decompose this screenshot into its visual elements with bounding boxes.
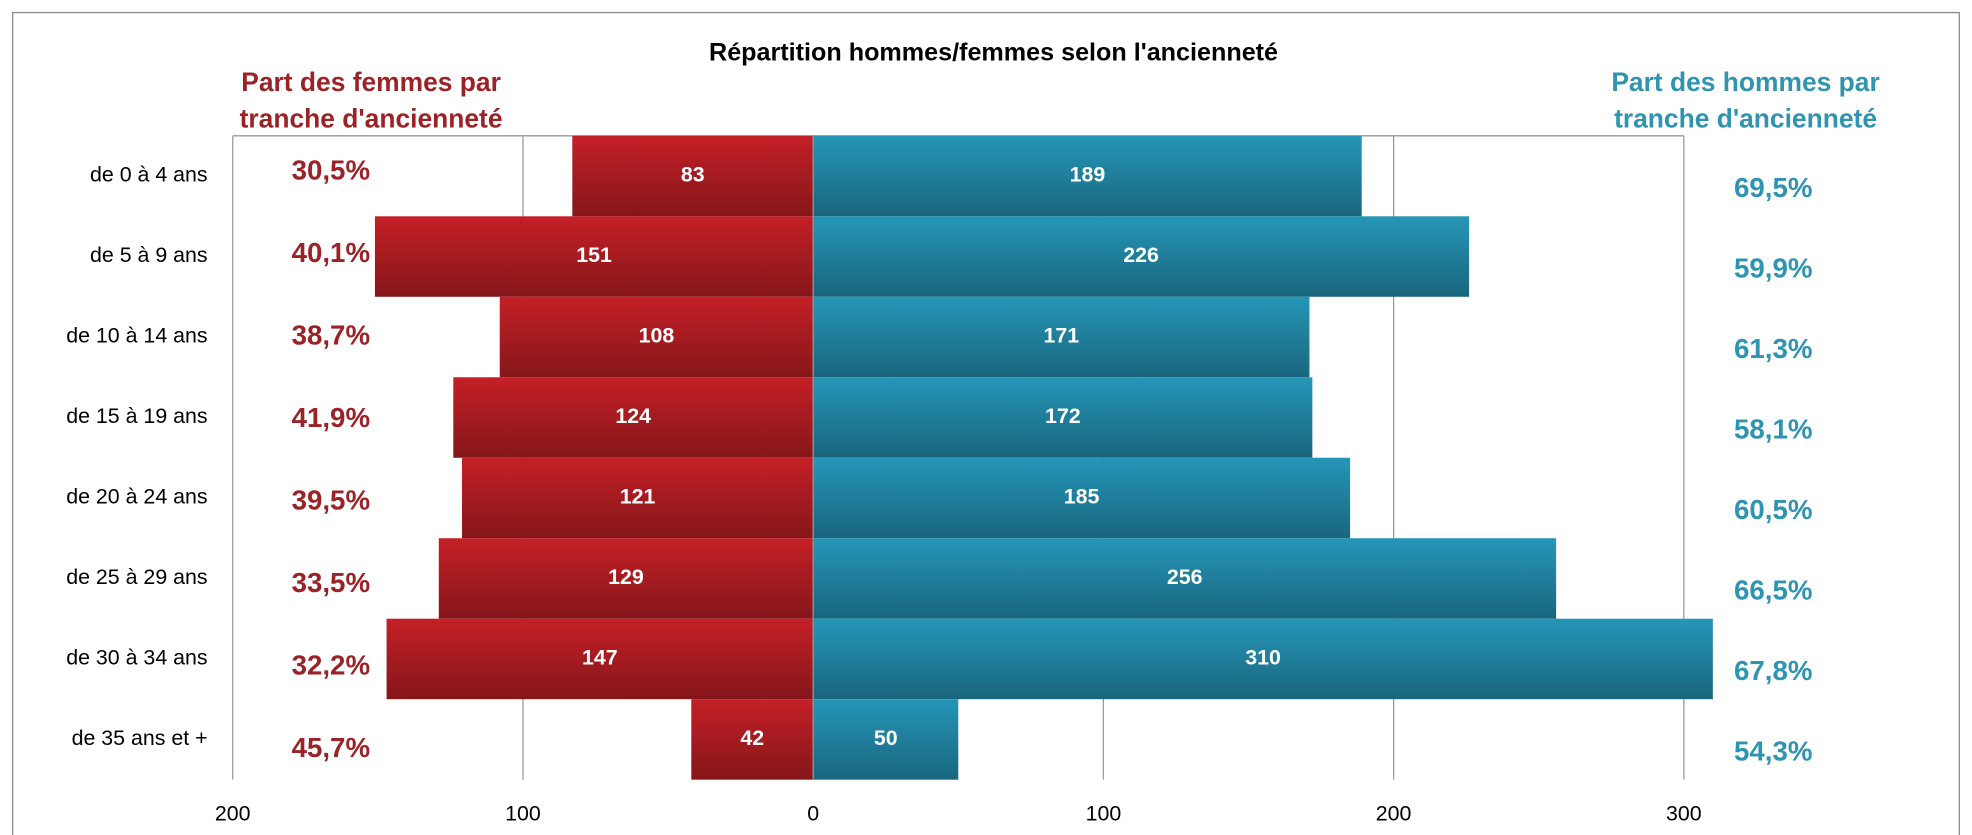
share-header: tranche d'ancienneté [1614,104,1877,134]
share-label: 58,1% [1734,414,1812,445]
bar [813,457,1351,539]
bar [386,618,814,700]
share-label: 38,7% [292,320,370,351]
category-label: de 0 à 4 ans [90,163,208,187]
bar-value-label: 151 [576,243,612,267]
share-label: 32,2% [292,650,370,681]
bar [499,296,814,378]
share-label: 30,5% [292,155,370,186]
bar [453,377,814,458]
share-label: 69,5% [1734,172,1812,203]
share-label: 45,7% [292,732,370,763]
bar-value-label: 172 [1045,404,1081,428]
share-label: 39,5% [292,485,370,516]
bar [438,538,814,619]
category-label: de 25 à 29 ans [66,565,207,589]
bar [572,135,814,217]
x-tick-label: 100 [1086,802,1122,826]
category-label: de 20 à 24 ans [66,485,207,509]
category-label: de 15 à 19 ans [66,404,207,428]
category-label: de 30 à 34 ans [66,646,207,670]
share-label: 60,5% [1734,494,1812,525]
share-label: 67,8% [1734,655,1812,686]
share-label: 54,3% [1734,736,1812,767]
x-tick-label: 200 [1376,802,1412,826]
bar-value-label: 50 [874,726,898,750]
bar-value-label: 83 [681,163,705,187]
bar-value-label: 310 [1245,646,1281,670]
x-tick-label: 0 [807,802,819,826]
bar-value-label: 121 [620,485,656,509]
share-label: 59,9% [1734,253,1812,284]
bar-value-label: 42 [740,726,764,750]
bar-value-label: 189 [1070,163,1106,187]
bar [813,699,959,780]
share-label: 61,3% [1734,333,1812,364]
share-header: Part des hommes par [1611,67,1879,97]
bar [374,216,814,297]
bar-value-label: 171 [1043,324,1079,348]
bar [813,296,1310,378]
bar-value-label: 226 [1123,243,1159,267]
share-header: tranche d'ancienneté [240,104,503,134]
bar [813,618,1713,700]
bar-value-label: 256 [1167,565,1203,589]
bar [813,216,1470,297]
bar-value-label: 124 [615,404,651,428]
x-tick-label: 200 [215,802,251,826]
bar-value-label: 147 [582,646,618,670]
category-label: de 10 à 14 ans [66,324,207,348]
share-label: 33,5% [292,567,370,598]
bar [813,135,1362,217]
share-header: Part des femmes par [241,67,501,97]
bar-value-label: 108 [639,324,675,348]
bar [691,699,814,780]
x-tick-label: 100 [505,802,541,826]
bar-value-label: 129 [608,565,644,589]
category-label: de 5 à 9 ans [90,243,208,267]
category-label: de 35 ans et + [72,726,208,750]
bar [813,377,1313,458]
share-label: 40,1% [292,237,370,268]
bar-value-label: 185 [1064,485,1100,509]
bar [813,538,1557,619]
chart-title: Répartition hommes/femmes selon l'ancien… [709,39,1278,67]
share-label: 41,9% [292,402,370,433]
bar [462,457,814,539]
share-label: 66,5% [1734,575,1812,606]
x-tick-label: 300 [1666,802,1702,826]
